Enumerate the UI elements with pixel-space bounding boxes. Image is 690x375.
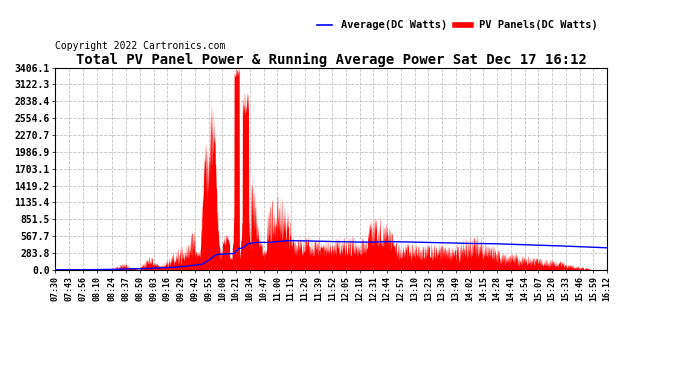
Text: Copyright 2022 Cartronics.com: Copyright 2022 Cartronics.com — [55, 40, 226, 51]
Title: Total PV Panel Power & Running Average Power Sat Dec 17 16:12: Total PV Panel Power & Running Average P… — [76, 53, 586, 68]
Legend: Average(DC Watts), PV Panels(DC Watts): Average(DC Watts), PV Panels(DC Watts) — [313, 16, 602, 34]
